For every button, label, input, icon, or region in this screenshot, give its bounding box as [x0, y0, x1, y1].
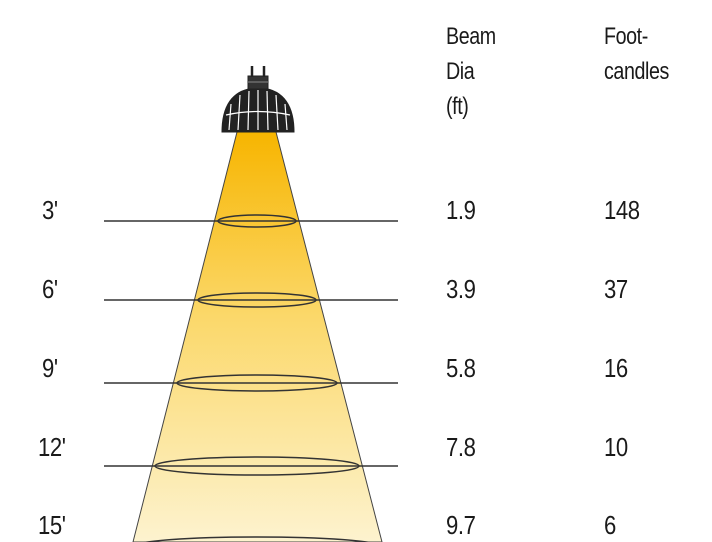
- distance-line-9: [104, 374, 398, 392]
- footcandles-header-line-2: candles: [604, 58, 669, 85]
- distance-line-15: [143, 536, 371, 542]
- footcandles-value: 37: [604, 274, 628, 304]
- distance-line-12: [104, 456, 398, 476]
- beam-dia-value: 3.9: [446, 274, 476, 304]
- beam-dia-header-line-1: Beam: [446, 23, 496, 50]
- beam-dia-header: Beam Dia (ft): [446, 19, 496, 124]
- distance-line-6: [104, 292, 398, 308]
- mr16-lamp-icon: [221, 66, 295, 133]
- distance-label: 12': [38, 432, 66, 462]
- beam-dia-value: 5.8: [446, 353, 476, 383]
- beam-dia-value: 7.8: [446, 432, 476, 462]
- light-beam-cone: [132, 131, 383, 542]
- distance-line-3: [104, 214, 398, 228]
- footcandles-value: 148: [604, 195, 640, 225]
- distance-label: 3': [42, 195, 58, 225]
- beam-dia-header-line-2: Dia: [446, 58, 475, 85]
- beam-dia-value: 1.9: [446, 195, 476, 225]
- footcandles-value: 10: [604, 432, 628, 462]
- footcandles-value: 16: [604, 353, 628, 383]
- beam-dia-value: 9.7: [446, 510, 476, 540]
- distance-label: 6': [42, 274, 58, 304]
- distance-label: 15': [38, 510, 66, 540]
- beam-dia-header-line-3: (ft): [446, 93, 469, 120]
- footcandles-header: Foot- candles: [604, 19, 669, 89]
- footcandles-value: 6: [604, 510, 616, 540]
- footcandles-header-line-1: Foot-: [604, 23, 648, 50]
- distance-label: 9': [42, 353, 58, 383]
